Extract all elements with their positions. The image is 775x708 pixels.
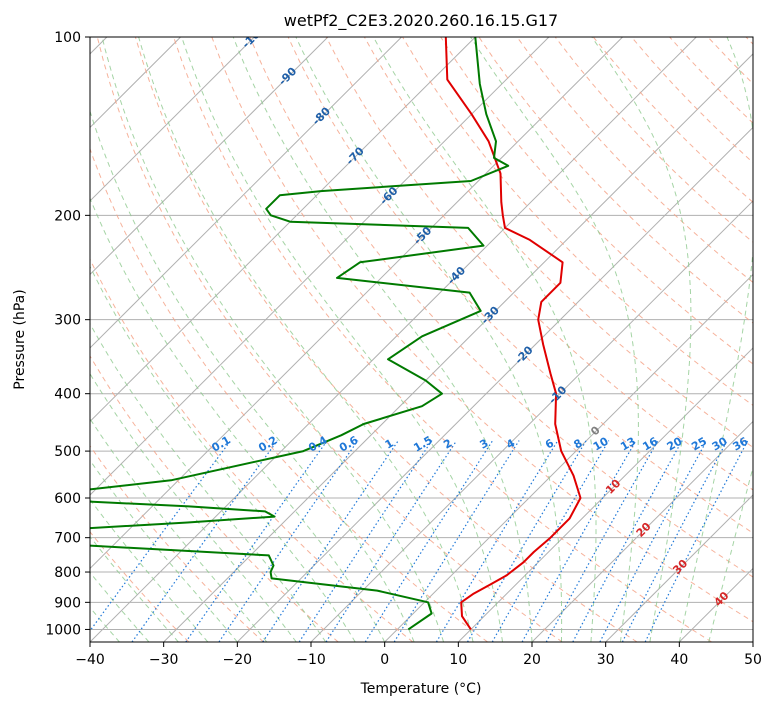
chart-title: wetPf2_C2E3.2020.260.16.15.G17	[284, 11, 558, 31]
isotherm-line	[236, 126, 753, 642]
x-tick-label: 20	[523, 652, 541, 668]
moist-adiabat-line	[101, 37, 445, 642]
x-tick-label: 50	[744, 652, 762, 668]
mixing-ratio-line	[131, 440, 278, 642]
dry-adiabat-line	[96, 37, 563, 642]
moist-adiabat-line	[90, 535, 179, 642]
mixing-ratio-line	[262, 440, 399, 642]
x-tick-label: 40	[670, 652, 688, 668]
isotherm-line	[531, 420, 753, 642]
isotherm-line	[90, 37, 476, 423]
moist-adiabat-line	[591, 37, 692, 642]
x-tick-label: −40	[75, 652, 105, 668]
isotherm-line	[90, 37, 550, 496]
dewpoint-line	[90, 37, 510, 631]
x-tick-label: −10	[296, 652, 326, 668]
dry-adiabat-line	[90, 147, 488, 642]
chart-grid	[90, 37, 753, 642]
mixing-ratio-line	[364, 440, 494, 642]
dry-adiabat-line	[90, 445, 264, 642]
dry-adiabat-line	[90, 355, 339, 642]
y-tick-label: 700	[54, 531, 81, 547]
moist-adiabat-line	[232, 37, 533, 642]
isotherm-line	[384, 273, 753, 642]
mixing-ratio-line	[466, 440, 587, 642]
moist-adiabat-line	[295, 37, 563, 642]
chart-axes: −40 −30 −20 −10 0 10 20 30 40 50 100 200 300 400 500 60…	[45, 30, 762, 668]
isotherm-line	[457, 347, 753, 642]
isotherm-line	[90, 37, 697, 642]
moist-adiabat-line	[470, 37, 639, 642]
y-tick-label: 1000	[45, 622, 81, 638]
dry-adiabat-line	[134, 37, 638, 642]
isotherm-line	[90, 37, 623, 570]
x-tick-label: 30	[597, 652, 615, 668]
moist-adiabat-line	[372, 37, 597, 642]
mixing-ratio-line	[90, 440, 232, 632]
mixing-ratio-line	[185, 440, 328, 642]
mixing-ratio-line	[393, 440, 520, 642]
y-tick-label: 100	[54, 30, 81, 46]
dry-adiabat-line	[402, 37, 753, 406]
mixing-ratio-line	[298, 440, 433, 642]
moist-adiabat-line	[90, 322, 327, 642]
y-axis-label: Pressure (hPa)	[12, 289, 28, 389]
mixing-ratio-line	[521, 440, 637, 642]
moist-adiabat-line	[90, 197, 386, 642]
y-tick-label: 500	[54, 444, 81, 460]
y-tick-label: 200	[54, 208, 81, 224]
moist-adiabat-line	[90, 498, 209, 642]
mixing-ratio-line	[572, 440, 683, 642]
x-axis-label: Temperature (°C)	[360, 681, 482, 697]
x-tick-label: −20	[223, 652, 253, 668]
dry-adiabat-line	[249, 37, 753, 578]
plot-frame	[89, 36, 754, 643]
dry-adiabat-line	[173, 37, 712, 642]
mixing-ratio-line	[545, 440, 659, 642]
dry-adiabat-line	[287, 37, 753, 534]
mixing-ratio-line	[435, 440, 559, 642]
x-tick-label: 0	[380, 652, 389, 668]
mixing-ratio-line	[325, 440, 458, 642]
dry-adiabat-line	[90, 258, 414, 642]
y-tick-label: 600	[54, 491, 81, 507]
y-tick-label: 400	[54, 387, 81, 403]
moist-adiabat-line	[90, 265, 356, 642]
dry-adiabat-line	[516, 37, 753, 284]
x-tick-label: −30	[149, 652, 179, 668]
x-tick-label: 10	[449, 652, 467, 668]
dry-adiabat-line	[440, 37, 753, 365]
y-tick-label: 800	[54, 565, 81, 581]
dry-adiabat-line	[90, 530, 190, 642]
moist-adiabat-line	[90, 109, 415, 642]
isotherm-line	[90, 37, 329, 276]
moist-adiabat-line	[138, 37, 474, 642]
temperature-line	[444, 37, 582, 630]
moist-adiabat-line	[90, 372, 297, 642]
y-tick-label: 300	[54, 313, 81, 329]
isotherm-line	[605, 494, 753, 642]
dry-adiabat-line	[211, 37, 753, 623]
y-tick-label: 900	[54, 595, 81, 611]
mixing-ratio-line	[218, 440, 359, 642]
moist-adiabat-line	[90, 417, 268, 642]
chart-series	[90, 37, 582, 631]
moist-adiabat-line	[181, 37, 503, 642]
isotherm-line	[163, 53, 753, 642]
mixing-ratio-line	[491, 440, 610, 642]
isotherm-line	[90, 37, 255, 202]
